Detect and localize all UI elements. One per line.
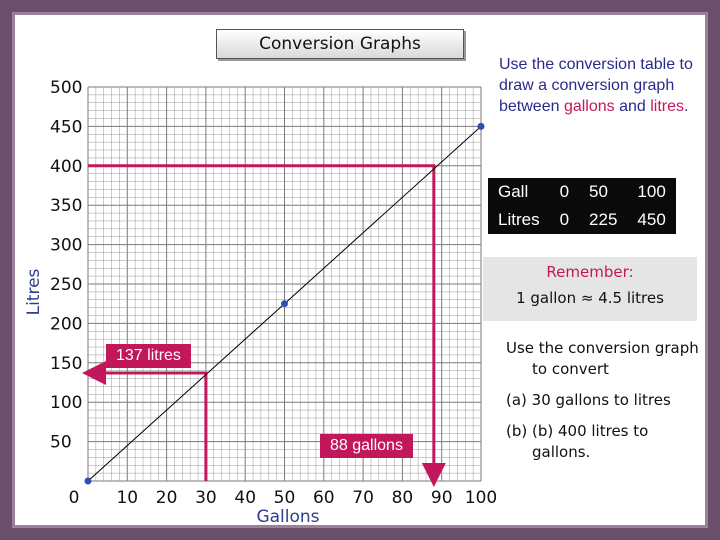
y-tick-label: 300 bbox=[50, 236, 82, 256]
x-tick-label: 90 bbox=[431, 488, 453, 508]
x-tick-label: 50 bbox=[274, 488, 296, 508]
x-tick-label: 80 bbox=[392, 488, 414, 508]
x-tick-label: 60 bbox=[313, 488, 335, 508]
task-item: (a) 30 gallons to litres bbox=[506, 391, 671, 409]
task-item: (b) (b) 400 litres to gallons. bbox=[506, 422, 649, 461]
y-tick-label: 100 bbox=[50, 393, 82, 413]
y-axis-title: Litres bbox=[24, 268, 44, 315]
y-tick-label: 200 bbox=[50, 314, 82, 334]
table-row: Litres 0 225 450 bbox=[488, 206, 676, 234]
instructions: Use the conversion table to draw a conve… bbox=[499, 54, 699, 117]
instructions-litres: litres bbox=[650, 98, 685, 115]
table-cell: 100 bbox=[637, 182, 666, 201]
guide-line bbox=[82, 361, 208, 481]
data-point bbox=[281, 300, 288, 308]
x-tick-labels: 0 10 20 30 40 50 60 70 80 90 100 bbox=[69, 488, 498, 508]
litres-137-label: 137 litres bbox=[106, 344, 191, 368]
table-cell: Gall bbox=[498, 182, 529, 201]
y-tick-label: 500 bbox=[50, 78, 82, 98]
x-axis-title: Gallons bbox=[256, 507, 319, 527]
x-tick-label: 0 bbox=[69, 488, 80, 508]
instructions-text: Use the conversion table to draw a conve… bbox=[499, 56, 693, 115]
y-tick-label: 400 bbox=[50, 157, 82, 177]
y-tick-label: 350 bbox=[50, 196, 82, 216]
x-tick-label: 100 bbox=[465, 488, 497, 508]
guide-line bbox=[88, 164, 446, 487]
slide-inner-border bbox=[12, 12, 708, 528]
table-cell: 0 bbox=[559, 182, 570, 201]
table-cell: 50 bbox=[589, 182, 608, 201]
table-cell: 450 bbox=[637, 210, 666, 229]
chart-grid bbox=[87, 86, 482, 482]
remember-box: Remember: 1 gallon ≈ 4.5 litres bbox=[483, 257, 697, 321]
data-point bbox=[477, 122, 485, 130]
y-tick-label: 450 bbox=[50, 117, 82, 137]
data-points bbox=[84, 122, 485, 485]
instructions-period: . bbox=[684, 98, 689, 115]
instructions-gallons: gallons bbox=[563, 98, 615, 115]
y-tick-label: 150 bbox=[50, 354, 82, 374]
remember-text: 1 gallon ≈ 4.5 litres bbox=[516, 289, 664, 307]
data-point bbox=[84, 477, 92, 485]
gallons-88-label: 88 gallons bbox=[320, 434, 413, 458]
table-cell: 0 bbox=[559, 210, 570, 229]
y-tick-label: 250 bbox=[50, 275, 82, 295]
conversion-table: Gall 0 50 100 Litres 0 225 450 bbox=[488, 178, 676, 234]
remember-title: Remember: bbox=[546, 263, 634, 281]
task-list: Use the conversion graph to convert (a) … bbox=[498, 338, 703, 463]
table-cell: Litres bbox=[498, 210, 540, 229]
instructions-and: and bbox=[614, 98, 651, 115]
y-tick-labels: 50 100 150 200 250 300 350 400 450 500 bbox=[50, 78, 82, 453]
guide-lines bbox=[82, 164, 446, 487]
table-row: Gall 0 50 100 bbox=[488, 178, 676, 206]
task-intro: Use the conversion graph to convert bbox=[506, 339, 699, 378]
x-tick-label: 70 bbox=[352, 488, 374, 508]
x-tick-label: 40 bbox=[234, 488, 256, 508]
x-tick-label: 30 bbox=[195, 488, 217, 508]
x-tick-label: 10 bbox=[116, 488, 138, 508]
table-cell: 225 bbox=[589, 210, 618, 229]
y-tick-label: 50 bbox=[50, 433, 72, 453]
page-title: Conversion Graphs bbox=[216, 29, 464, 59]
x-tick-label: 20 bbox=[156, 488, 178, 508]
